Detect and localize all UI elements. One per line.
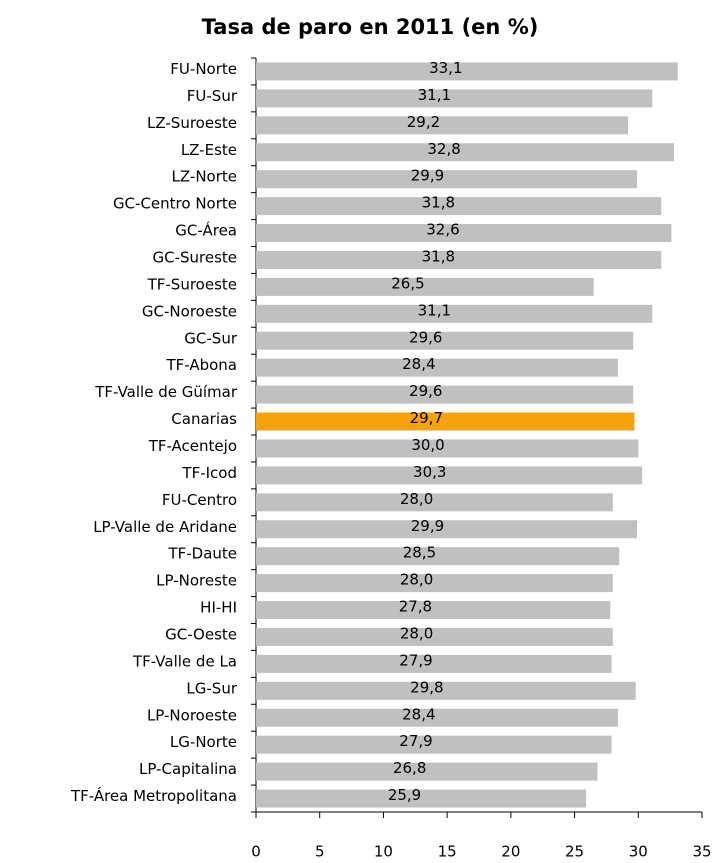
value-label: 28,5 (403, 544, 436, 562)
bar (256, 277, 594, 296)
y-tick-label: TF-Abona (165, 356, 237, 374)
y-tick-label: LG-Norte (170, 733, 237, 751)
value-label: 27,9 (399, 732, 432, 750)
bar (256, 412, 635, 431)
value-label: 28,4 (402, 705, 435, 723)
value-label: 29,6 (409, 328, 442, 346)
value-label: 28,0 (400, 571, 433, 589)
value-label: 31,1 (418, 301, 451, 319)
y-tick-label: GC-Sureste (152, 248, 237, 266)
value-label: 29,8 (410, 678, 443, 696)
y-tick-label: LP-Noroeste (147, 706, 237, 724)
bar (256, 116, 629, 135)
x-tick-label: 30 (629, 843, 648, 861)
x-tick-label: 5 (315, 843, 325, 861)
y-tick-label: GC-Oeste (165, 625, 237, 643)
x-tick-label: 35 (692, 843, 711, 861)
bar (256, 735, 612, 754)
value-label: 29,6 (409, 382, 442, 400)
bar (256, 681, 636, 700)
y-tick-label: TF-Valle de La (132, 652, 237, 670)
bar (256, 762, 598, 781)
bar (256, 358, 618, 377)
y-tick-label: GC-Centro Norte (113, 195, 237, 213)
bar (256, 466, 643, 485)
y-tick-label: LZ-Suroeste (147, 114, 237, 132)
bar (256, 439, 639, 458)
bar (256, 250, 662, 269)
bar (256, 304, 653, 323)
bar (256, 89, 653, 108)
chart-title: Tasa de paro en 2011 (en %) (202, 15, 539, 39)
value-label: 30,3 (413, 463, 446, 481)
value-label: 30,0 (411, 436, 444, 454)
value-label: 31,1 (418, 86, 451, 104)
y-tick-label: LZ-Norte (172, 168, 237, 186)
bar (256, 547, 620, 566)
value-label: 27,9 (399, 651, 432, 669)
y-tick-label: FU-Centro (162, 491, 237, 509)
y-tick-label: LP-Capitalina (139, 760, 237, 778)
y-tick-label: HI-HI (200, 599, 237, 617)
y-tick-label: LP-Valle de Aridane (93, 518, 237, 536)
value-label: 32,8 (427, 140, 460, 158)
x-tick-label: 15 (438, 843, 457, 861)
bar (256, 170, 638, 189)
bar (256, 627, 613, 646)
bar (256, 385, 634, 404)
x-tick-label: 20 (501, 843, 520, 861)
y-tick-label: LP-Noreste (156, 572, 237, 590)
value-label: 31,8 (422, 194, 455, 212)
value-label: 29,9 (411, 517, 444, 535)
y-tick-label: GC-Noroeste (142, 302, 237, 320)
x-tick-label: 0 (251, 843, 261, 861)
bar (256, 224, 672, 243)
y-tick-label: TF-Acentejo (148, 437, 237, 455)
y-tick-label: FU-Norte (170, 60, 237, 78)
value-label: 28,0 (400, 624, 433, 642)
bar (256, 62, 678, 81)
value-label: 29,9 (411, 167, 444, 185)
bar (256, 601, 611, 620)
bar (256, 331, 634, 350)
bar (256, 197, 662, 216)
value-label: 29,7 (410, 409, 443, 427)
value-label: 26,5 (391, 274, 424, 292)
bar (256, 493, 613, 512)
value-label: 25,9 (388, 786, 421, 804)
bar (256, 143, 674, 162)
y-tick-label: TF-Daute (167, 545, 237, 563)
y-tick-label: GC-Sur (184, 329, 238, 347)
y-tick-label: TF-Icod (181, 464, 237, 482)
y-tick-label: TF-Suroeste (147, 275, 237, 293)
y-tick-label: FU-Sur (187, 87, 238, 105)
bar (256, 708, 618, 727)
value-label: 32,6 (426, 221, 459, 239)
value-label: 29,2 (407, 113, 440, 131)
y-tick-label: Canarias (171, 410, 237, 428)
value-label: 28,4 (402, 355, 435, 373)
value-label: 31,8 (422, 247, 455, 265)
bar (256, 574, 613, 593)
bar (256, 789, 587, 808)
y-tick-label: LZ-Este (181, 141, 237, 159)
x-tick-label: 10 (374, 843, 393, 861)
x-tick-label: 25 (565, 843, 584, 861)
value-label: 26,8 (393, 759, 426, 777)
value-label: 33,1 (429, 59, 462, 77)
y-tick-label: TF-Área Metropolitana (70, 786, 237, 805)
bar (256, 654, 612, 673)
value-label: 27,8 (399, 598, 432, 616)
bar (256, 520, 638, 539)
y-tick-label: LG-Sur (186, 679, 237, 697)
y-tick-label: TF-Valle de Güímar (94, 383, 238, 401)
y-tick-label: GC-Área (175, 221, 237, 240)
value-label: 28,0 (400, 490, 433, 508)
